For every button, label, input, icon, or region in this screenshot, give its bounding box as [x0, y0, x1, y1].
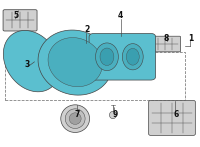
FancyBboxPatch shape [149, 36, 181, 52]
Ellipse shape [61, 105, 90, 132]
Polygon shape [3, 30, 60, 92]
Ellipse shape [69, 113, 81, 125]
Bar [5, 52, 185, 100]
Text: 1: 1 [188, 34, 194, 43]
FancyBboxPatch shape [149, 100, 195, 135]
Text: 8: 8 [164, 34, 169, 43]
Polygon shape [38, 30, 112, 95]
Text: 4: 4 [117, 11, 122, 20]
Ellipse shape [109, 111, 116, 119]
Ellipse shape [122, 44, 143, 70]
Ellipse shape [65, 109, 85, 128]
Text: 5: 5 [13, 11, 18, 20]
Polygon shape [48, 38, 102, 87]
Text: 3: 3 [25, 60, 30, 69]
Ellipse shape [96, 43, 118, 71]
FancyBboxPatch shape [89, 34, 156, 80]
FancyBboxPatch shape [3, 10, 37, 31]
Text: 2: 2 [84, 25, 90, 34]
Text: 7: 7 [74, 110, 80, 119]
Text: 9: 9 [112, 110, 118, 119]
Ellipse shape [126, 48, 139, 65]
Ellipse shape [100, 48, 114, 66]
Text: 6: 6 [174, 110, 179, 119]
